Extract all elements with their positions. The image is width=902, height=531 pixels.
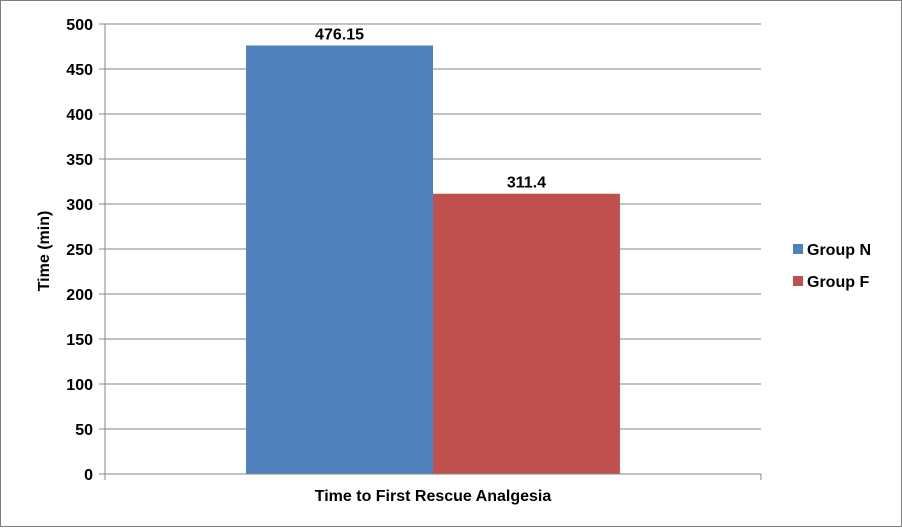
y-tick-label: 0 bbox=[84, 467, 93, 484]
legend: Group N Group F bbox=[793, 242, 871, 291]
bar-group-n bbox=[246, 45, 433, 475]
labels: 0 50 100 150 200 250 300 350 400 450 500 476.15 311.… bbox=[66, 17, 546, 484]
y-tick-label: 500 bbox=[66, 17, 93, 34]
y-tick-label: 150 bbox=[66, 332, 93, 349]
legend-label: Group N bbox=[807, 242, 871, 259]
y-tick-label: 50 bbox=[75, 422, 93, 439]
y-tick-label: 100 bbox=[66, 377, 93, 394]
y-axis-title: Time (min) bbox=[36, 211, 53, 292]
bar-group-f bbox=[433, 193, 620, 475]
axes bbox=[99, 23, 762, 480]
legend-swatch bbox=[793, 276, 803, 286]
legend-label: Group F bbox=[807, 274, 869, 291]
y-tick-label: 450 bbox=[66, 62, 93, 79]
legend-swatch bbox=[793, 244, 803, 254]
data-label: 476.15 bbox=[315, 26, 364, 43]
x-axis-title: Time to First Rescue Analgesia bbox=[315, 488, 552, 505]
y-tick-label: 350 bbox=[66, 152, 93, 169]
bars bbox=[246, 45, 620, 475]
y-tick-label: 250 bbox=[66, 242, 93, 259]
data-label: 311.4 bbox=[507, 175, 546, 192]
y-tick-label: 300 bbox=[66, 197, 93, 214]
y-tick-label: 400 bbox=[66, 107, 93, 124]
y-tick-label: 200 bbox=[66, 287, 93, 304]
